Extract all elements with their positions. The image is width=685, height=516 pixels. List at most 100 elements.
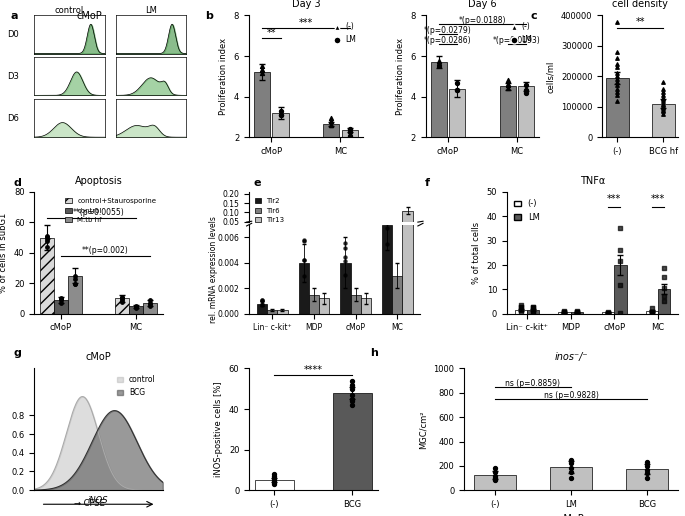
Point — [298, 226, 309, 234]
Bar — [382, 230, 393, 231]
Bar — [255, 480, 294, 490]
Text: a: a — [10, 11, 18, 21]
Text: *(p=0.0188): *(p=0.0188) — [459, 15, 506, 25]
Point — [145, 296, 155, 304]
Point — [647, 309, 658, 317]
Point — [42, 235, 53, 244]
Legend: (-), LM: (-), LM — [511, 196, 543, 225]
Point — [647, 308, 658, 316]
Point — [340, 244, 351, 252]
Text: *(p=0.0286): *(p=0.0286) — [424, 36, 472, 45]
Point — [659, 292, 670, 300]
Point — [434, 59, 445, 68]
Point — [658, 87, 669, 95]
Point — [256, 227, 267, 235]
Bar — [299, 230, 309, 231]
Point — [382, 224, 393, 232]
Point — [658, 90, 669, 99]
Point — [659, 297, 670, 305]
Bar — [518, 87, 534, 178]
Point — [69, 272, 80, 281]
Bar — [254, 72, 270, 178]
Point — [269, 480, 280, 488]
Point — [55, 295, 66, 303]
Point — [298, 256, 309, 264]
Point — [658, 78, 669, 87]
Text: f: f — [425, 178, 429, 188]
Title: control: control — [55, 6, 84, 14]
Point — [502, 84, 513, 92]
Text: h: h — [370, 348, 377, 358]
Point — [647, 308, 658, 316]
Text: **(p=0.002): **(p=0.002) — [82, 246, 129, 255]
Point — [647, 308, 658, 316]
Point — [269, 470, 280, 478]
Point — [275, 110, 286, 119]
Point — [69, 275, 80, 283]
Bar — [602, 313, 614, 314]
Point — [55, 294, 66, 302]
Text: ***: *** — [651, 194, 665, 204]
Bar — [129, 306, 143, 314]
Point — [344, 128, 355, 136]
Text: ***: *** — [607, 194, 621, 204]
Title: inos⁻/⁻: inos⁻/⁻ — [554, 352, 588, 362]
Point — [145, 298, 155, 307]
Y-axis label: Proliferation index: Proliferation index — [219, 38, 228, 115]
Point — [612, 87, 623, 95]
Title: Day 3: Day 3 — [292, 0, 320, 9]
Bar — [340, 230, 351, 231]
Bar — [393, 230, 403, 231]
Point — [55, 296, 66, 304]
Point — [269, 472, 280, 480]
Bar — [527, 310, 539, 314]
Point — [515, 309, 526, 317]
Point — [559, 309, 570, 317]
Point — [340, 226, 351, 234]
Point — [269, 474, 280, 482]
Point — [615, 309, 626, 317]
Point — [647, 304, 658, 312]
Title: cMoP: cMoP — [86, 352, 112, 362]
Point — [658, 101, 669, 109]
Point — [612, 63, 623, 71]
Point — [256, 296, 267, 304]
Bar — [431, 62, 447, 178]
Legend: control+Staurosporine, control, M.tb hf: control+Staurosporine, control, M.tb hf — [62, 196, 160, 226]
Point — [612, 82, 623, 90]
Text: b: b — [206, 11, 213, 21]
Point — [659, 264, 670, 272]
Legend: control, BCG: control, BCG — [114, 373, 159, 400]
Point — [131, 303, 142, 311]
Y-axis label: % of total cells: % of total cells — [472, 222, 481, 284]
Point — [612, 60, 623, 68]
Text: *(p=0.0193): *(p=0.0193) — [493, 36, 541, 45]
Text: c: c — [531, 11, 538, 21]
Point — [340, 226, 351, 234]
Point — [42, 243, 53, 251]
Legend: (-), LM: (-), LM — [509, 19, 536, 47]
Point — [566, 464, 577, 473]
Point — [344, 132, 355, 140]
Point — [451, 86, 462, 94]
Point — [347, 381, 358, 389]
Point — [612, 85, 623, 93]
Bar — [514, 310, 527, 314]
Point — [658, 93, 669, 102]
Point — [117, 298, 128, 307]
Point — [347, 384, 358, 393]
Point — [658, 104, 669, 112]
Point — [489, 472, 500, 480]
Point — [615, 246, 626, 254]
Y-axis label: D3: D3 — [8, 72, 19, 81]
Point — [269, 478, 280, 486]
Bar — [54, 300, 68, 314]
Point — [256, 227, 267, 235]
Y-axis label: cells/ml: cells/ml — [546, 60, 556, 92]
Point — [658, 107, 669, 116]
Bar — [550, 467, 593, 490]
Point — [269, 476, 280, 484]
Point — [298, 226, 309, 234]
Point — [571, 308, 582, 316]
Point — [615, 281, 626, 289]
